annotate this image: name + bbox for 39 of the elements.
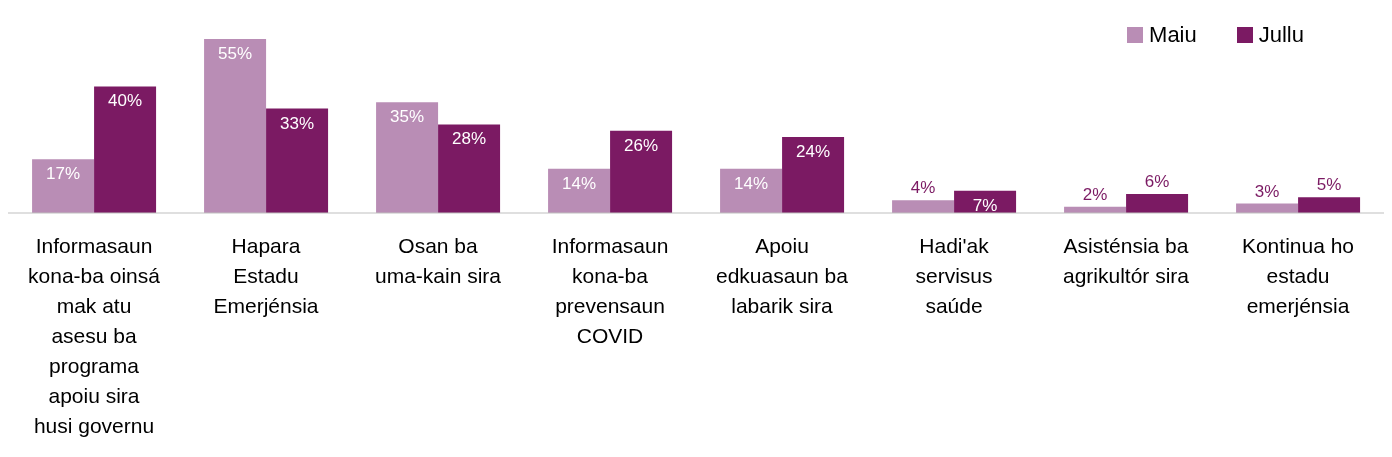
bar bbox=[204, 39, 267, 213]
data-label: 35% bbox=[390, 107, 425, 127]
bar bbox=[1126, 194, 1189, 213]
bar bbox=[892, 200, 955, 213]
data-label: 14% bbox=[734, 173, 769, 193]
data-label: 4% bbox=[910, 178, 936, 198]
data-label: 55% bbox=[218, 44, 253, 63]
bar bbox=[266, 108, 329, 213]
bar bbox=[1298, 197, 1361, 213]
data-label: 2% bbox=[1082, 184, 1108, 204]
x-tick-label: Hapara Estadu Emerjénsia bbox=[213, 234, 319, 317]
data-label: 24% bbox=[796, 142, 831, 162]
bar bbox=[720, 168, 783, 213]
bar bbox=[438, 124, 501, 213]
bar bbox=[32, 159, 95, 213]
bar bbox=[610, 130, 673, 213]
x-tick-label: Asisténsia ba agrikultór sira bbox=[1062, 234, 1190, 287]
data-label: 14% bbox=[562, 173, 597, 193]
data-label: 7% bbox=[972, 195, 998, 215]
x-tick-label: Informasaun kona-ba prevensaun COVID bbox=[551, 234, 669, 347]
x-tick-label: Osan ba uma-kain sira bbox=[374, 234, 502, 287]
x-tick-label: Kontinua ho estadu emerjénsia bbox=[1241, 234, 1355, 317]
data-label: 26% bbox=[624, 135, 659, 155]
bar bbox=[376, 102, 439, 213]
data-label: 28% bbox=[452, 129, 487, 149]
data-label: 5% bbox=[1316, 175, 1342, 195]
data-label: 33% bbox=[280, 113, 315, 133]
x-tick-label: Apoiu edkuasaun ba labarik sira bbox=[716, 234, 849, 317]
x-tick-label: Informasaun kona-ba oinsá mak atu asesu ba programa apoiu sira husi governu bbox=[28, 234, 161, 437]
x-tick-label: Hadi'ak servisus saúde bbox=[915, 234, 993, 317]
data-label: 6% bbox=[1144, 172, 1170, 192]
bar bbox=[548, 168, 611, 213]
bar bbox=[94, 86, 157, 213]
legend-label: Maiu bbox=[1149, 22, 1197, 48]
legend-label: Jullu bbox=[1258, 22, 1304, 48]
data-label: 3% bbox=[1254, 181, 1280, 201]
bar bbox=[782, 137, 845, 213]
data-label: 17% bbox=[46, 164, 81, 184]
data-label: 40% bbox=[108, 91, 143, 111]
